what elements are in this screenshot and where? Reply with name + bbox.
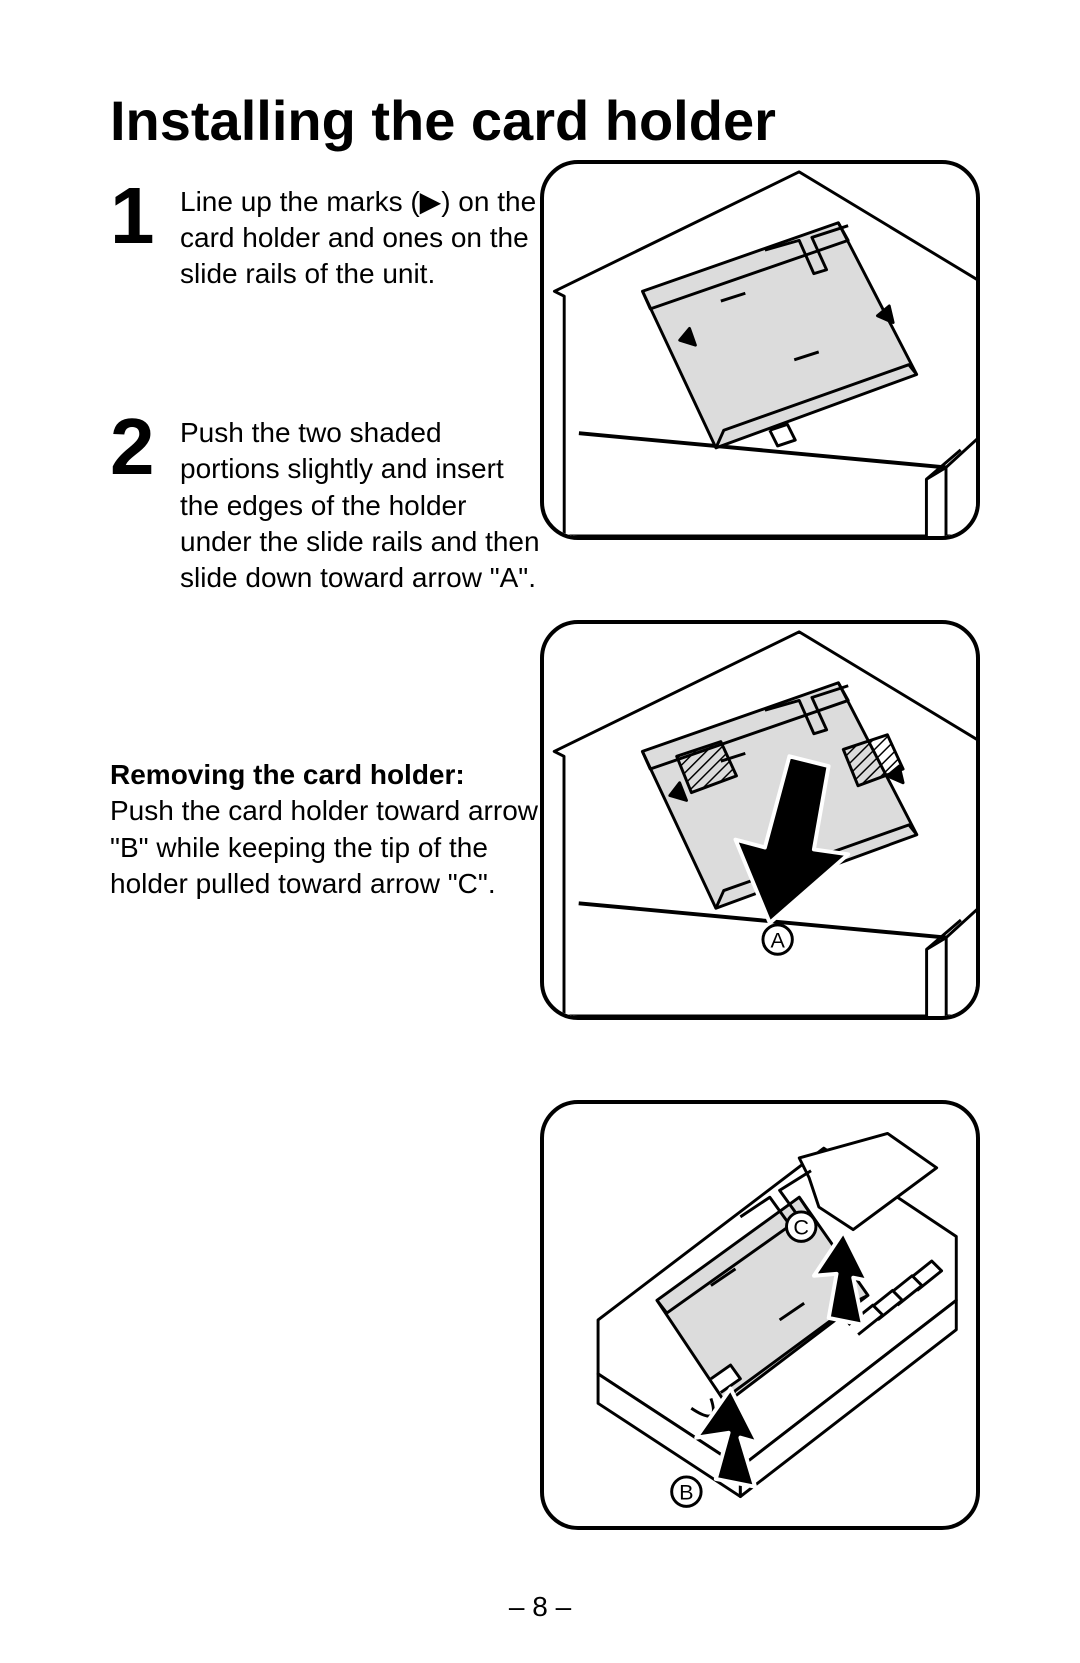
step-1-text: Line up the marks (▶) on the card holder… [180,182,540,293]
step-2-text: Push the two shaded portions slightly an… [180,413,540,597]
page-number: – 8 – [0,1591,1080,1623]
removal-section: Removing the card holder: Push the card … [110,757,560,903]
label-b-text: B [679,1480,693,1505]
illustration-3: C B [540,1100,980,1530]
label-c-text: C [793,1215,809,1240]
page-title: Installing the card holder [110,90,980,152]
step-2-number: 2 [110,413,180,481]
step-1-number: 1 [110,182,180,250]
label-a-text: A [770,927,785,952]
illustration-1 [540,160,980,540]
illustration-2: A [540,620,980,1020]
removal-text: Push the card holder toward arrow "B" wh… [110,793,560,902]
removal-heading: Removing the card holder: [110,757,560,793]
manual-page: Installing the card holder 1 Line up the… [0,0,1080,1663]
